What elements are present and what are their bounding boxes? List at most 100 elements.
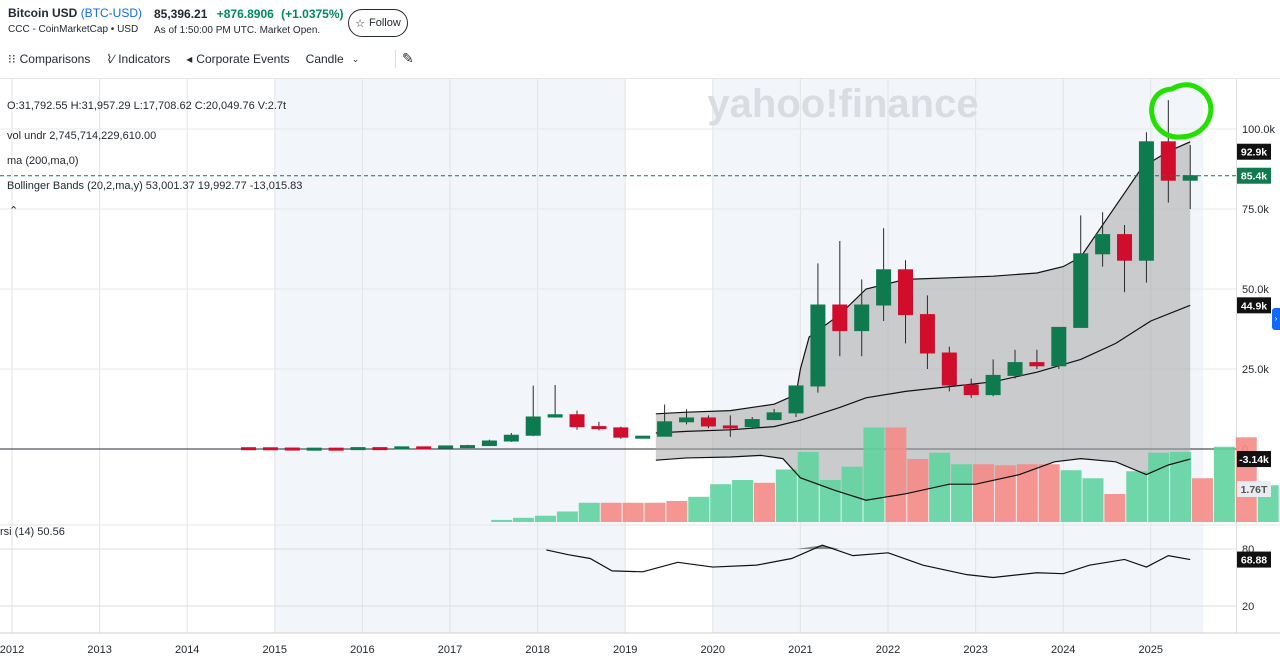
megaphone-icon: ◂ <box>186 52 193 66</box>
collapse-legend-icon[interactable]: ⌃ <box>9 205 19 217</box>
annotation-circle <box>1149 82 1214 140</box>
candle-body <box>372 447 388 451</box>
candle-body <box>1073 253 1089 328</box>
y-axis-border <box>1236 79 1237 633</box>
exchange-info: CCC - CoinMarketCap • USD <box>8 24 139 35</box>
volume-bar <box>1016 464 1038 522</box>
bb-low-badge: -3.14k <box>1239 454 1269 466</box>
rsi-legend[interactable]: rsi (14) 50.56 <box>0 526 65 538</box>
candle-body <box>788 385 804 414</box>
volume-bar <box>578 502 600 522</box>
chart-type-dropdown[interactable]: Candle ⌄ <box>305 52 360 66</box>
candle-body <box>898 269 914 316</box>
symbol-ticker[interactable]: (BTC-USD) <box>80 6 143 20</box>
x-tick-label: 2017 <box>438 644 462 656</box>
candle-body <box>657 421 673 437</box>
toolbar-divider <box>395 50 396 68</box>
price-block: 85,396.21 +876.8906 (+1.0375%) <box>154 7 344 21</box>
candle-body <box>876 269 892 306</box>
bollinger-mid-line <box>655 304 1191 434</box>
ohlc-legend: O:31,792.55 H:31,957.29 L:17,708.62 C:20… <box>7 100 287 112</box>
volume-bar <box>775 469 797 522</box>
draw-pencil-icon[interactable]: ✎ <box>402 50 414 66</box>
candle-body <box>919 314 935 354</box>
volume-bar <box>863 427 885 522</box>
volume-legend: vol undr 2,745,714,229,610.00 <box>7 130 157 142</box>
comparisons-button[interactable]: ⁝⁝ Comparisons <box>8 52 91 66</box>
candle-body <box>854 304 870 332</box>
volume-bar <box>929 452 951 522</box>
candle-body <box>985 374 1001 396</box>
price-chart[interactable]: 2012 2013 2014 2015 2016 2017 2018 2019 2020 2021… <box>0 79 1280 663</box>
price-value: 85,396.21 <box>154 7 208 21</box>
candle-body <box>963 384 979 396</box>
bb-mid-badge: 44.9k <box>1241 300 1267 312</box>
x-tick-label: 2021 <box>788 644 812 656</box>
candle-body <box>503 434 519 442</box>
volume-bar <box>841 466 863 522</box>
volume-bar <box>666 501 688 522</box>
corporate-events-button[interactable]: ◂ Corporate Events <box>186 52 290 66</box>
x-tick-label: 2014 <box>175 644 199 656</box>
candle-body <box>591 426 607 430</box>
volume-bar <box>1235 437 1257 522</box>
candle-body <box>679 417 695 423</box>
indicators-icon: ⌇∕ <box>106 52 115 66</box>
volume-bar <box>1170 452 1192 522</box>
x-tick-label: 2024 <box>1051 644 1075 656</box>
volume-bar <box>644 502 666 522</box>
volume-bar <box>556 511 578 522</box>
yahoo-finance-watermark: yahoo!finance <box>707 82 978 126</box>
indicators-button[interactable]: ⌇∕ Indicators <box>106 52 171 66</box>
price-change-pct: (+1.0375%) <box>281 7 344 21</box>
x-tick-label: 2015 <box>263 644 287 656</box>
candle-body <box>1182 175 1198 181</box>
y-tick-label: 25.0k <box>1242 364 1269 376</box>
rsi-badge-bg <box>1237 551 1271 568</box>
candle-body <box>241 447 257 451</box>
candle-body <box>350 447 366 451</box>
bollinger-legend[interactable]: Bollinger Bands (20,2,ma,y) 53,001.37 19… <box>7 180 303 192</box>
last-price-badge-bg <box>1237 167 1271 184</box>
candle-body <box>613 427 629 438</box>
candle-body <box>700 417 716 427</box>
candle-body <box>284 447 300 451</box>
candle-body <box>941 352 957 386</box>
ma-legend[interactable]: ma (200,ma,0) <box>7 155 79 167</box>
bb-mid-badge-bg <box>1237 297 1271 314</box>
volume-bar <box>600 502 622 522</box>
candle-body <box>744 419 760 428</box>
candle-body <box>722 425 738 429</box>
candle-body <box>394 446 410 450</box>
bb-low-badge-bg <box>1237 451 1271 468</box>
star-icon: ☆ <box>355 17 366 30</box>
candle-body <box>810 304 826 387</box>
last-price-badge: 85.4k <box>1241 171 1267 183</box>
volume-bar <box>688 496 710 522</box>
x-tick-label: 2013 <box>87 644 111 656</box>
volume-bar <box>907 459 929 522</box>
volume-bar <box>1126 471 1148 522</box>
volume-bar <box>797 452 819 522</box>
y-tick-label: 100.0k <box>1242 124 1276 136</box>
volume-bar <box>732 480 754 522</box>
candle-body <box>416 446 432 450</box>
rsi-value-badge: 68.88 <box>1241 555 1267 567</box>
candle-body <box>525 416 541 436</box>
x-tick-label: 2023 <box>963 644 987 656</box>
high-price-badge-bg <box>1237 143 1271 160</box>
candle-body <box>1160 141 1176 181</box>
candle-body <box>1007 362 1023 376</box>
x-tick-label: 2018 <box>525 644 549 656</box>
volume-bar <box>1060 470 1082 522</box>
candle-body <box>438 445 454 449</box>
volume-bar <box>513 517 535 522</box>
volume-bar <box>972 464 994 522</box>
candle-body <box>1138 141 1154 261</box>
x-tick-label: 2022 <box>876 644 900 656</box>
follow-button[interactable]: ☆ Follow <box>348 9 408 37</box>
volume-bar <box>1148 452 1170 522</box>
side-panel-toggle[interactable]: › <box>1272 308 1280 330</box>
chevron-down-icon: ⌄ <box>351 53 360 64</box>
volume-bar <box>710 484 732 522</box>
